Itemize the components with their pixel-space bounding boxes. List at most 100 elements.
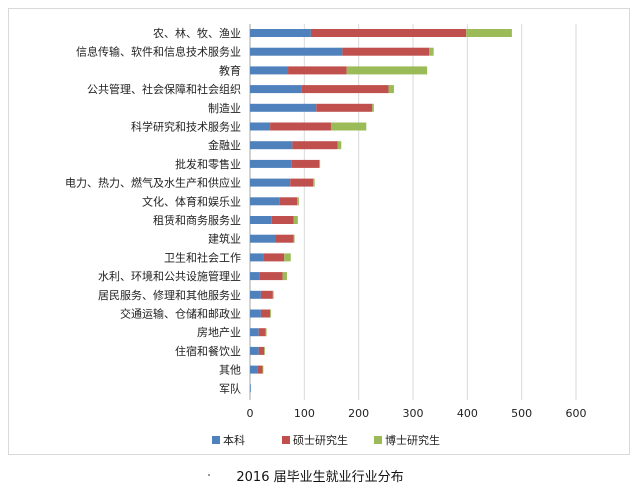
category-label: 文化、体育和娱乐业 — [142, 194, 241, 208]
legend-swatch — [212, 436, 220, 444]
bar-segment-shuoshi — [263, 253, 285, 262]
legend-label: 硕士研究生 — [293, 433, 348, 447]
x-tick-labels: 0 100 200 300 400 500 600 — [247, 407, 587, 420]
bar-segment-shuoshi — [257, 365, 263, 374]
bar-segment-boshi — [265, 328, 267, 337]
bar-segment-benke — [250, 216, 272, 224]
bar-segment-benke — [250, 103, 317, 112]
x-tick-label: 600 — [566, 407, 587, 420]
bar-segment-boshi — [429, 47, 434, 56]
bar-segment-benke — [250, 234, 276, 243]
category-label: 制造业 — [208, 101, 241, 115]
category-label: 科学研究和技术服务业 — [131, 120, 241, 134]
bar-segment-shuoshi — [310, 29, 467, 37]
bar-segment-shuoshi — [270, 122, 331, 131]
category-label: 其他 — [219, 364, 241, 377]
bar-segment-benke — [250, 66, 289, 75]
bar-segment-boshi — [270, 309, 271, 318]
bar-segment-benke — [250, 197, 280, 206]
bar-segment-boshi — [284, 253, 291, 262]
category-label: 金融业 — [208, 138, 241, 152]
figure-caption: 2016 届毕业生就业行业分布 — [236, 470, 404, 485]
category-label: 信息传输、软件和信息技术服务业 — [76, 45, 241, 59]
bar-segment-boshi — [466, 29, 512, 37]
bar-segment-shuoshi — [260, 290, 273, 299]
category-label: 卫生和社会工作 — [164, 250, 241, 264]
x-tick-label: 0 — [247, 407, 254, 420]
category-label: 水利、环境和公共设施管理业 — [98, 269, 241, 283]
category-label: 建筑业 — [208, 232, 241, 246]
grid-lines — [249, 24, 577, 400]
legend: 本科 硕士研究生 博士研究生 — [212, 433, 440, 447]
bar-segment-shuoshi — [275, 234, 294, 243]
bar-segment-benke — [250, 47, 343, 56]
bar-segment-shuoshi — [342, 47, 430, 56]
bar-segment-boshi — [293, 216, 298, 224]
category-label: 居民服务、修理和其他服务业 — [98, 288, 241, 302]
bar-segment-boshi — [372, 103, 374, 112]
bar-segment-shuoshi — [288, 66, 347, 75]
x-tick-label: 500 — [511, 407, 532, 420]
category-label: 交通运输、仓储和邮政业 — [120, 307, 241, 321]
bar-segment-benke — [250, 178, 291, 187]
legend-label: 博士研究生 — [385, 433, 440, 447]
bar-segment-benke — [250, 29, 311, 37]
bar-segment-shuoshi — [291, 159, 320, 168]
x-tick-label: 300 — [403, 407, 424, 420]
bar-segment-shuoshi — [259, 272, 283, 281]
category-label: 农、林、牧、渔业 — [153, 26, 241, 40]
category-label: 教育 — [219, 63, 241, 77]
legend-swatch — [374, 436, 382, 444]
category-label: 房地产业 — [197, 325, 241, 339]
bar-segment-boshi — [293, 234, 295, 243]
category-label: 批发和零售业 — [175, 157, 241, 171]
chart-frame — [8, 8, 630, 455]
bar-segment-benke — [250, 159, 292, 168]
bars — [250, 29, 512, 393]
category-labels: 农、林、牧、渔业信息传输、软件和信息技术服务业教育公共管理、社会保障和社会组织制… — [65, 26, 241, 395]
bar-segment-shuoshi — [316, 103, 373, 112]
bar-segment-boshi — [388, 85, 394, 94]
bar-segment-shuoshi — [258, 346, 265, 355]
stray-dot — [208, 474, 210, 476]
bar-segment-shuoshi — [258, 328, 266, 337]
category-label: 电力、热力、燃气及水生产和供应业 — [65, 176, 241, 190]
bar-segment-boshi — [272, 290, 274, 299]
category-label: 住宿和餐饮业 — [175, 344, 241, 358]
bar-segment-boshi — [313, 178, 315, 187]
bar-segment-boshi — [319, 159, 321, 168]
x-tick-label: 100 — [294, 407, 315, 420]
bar-segment-boshi — [264, 346, 265, 355]
bar-segment-boshi — [330, 122, 367, 131]
legend-swatch — [282, 436, 290, 444]
bar-segment-shuoshi — [260, 309, 271, 318]
bar-segment-benke — [250, 309, 261, 318]
bar-segment-shuoshi — [292, 141, 338, 150]
category-label: 租赁和商务服务业 — [153, 213, 241, 227]
bar-segment-shuoshi — [279, 197, 298, 206]
legend-label: 本科 — [223, 433, 245, 447]
x-tick-label: 200 — [348, 407, 369, 420]
bar-segment-benke — [250, 272, 260, 281]
bar-segment-benke — [250, 85, 302, 94]
bar-segment-benke — [250, 328, 259, 337]
category-label: 军队 — [219, 381, 241, 395]
bar-segment-boshi — [337, 141, 342, 150]
bar-segment-benke — [250, 290, 261, 299]
bar-segment-benke — [250, 253, 264, 262]
bar-segment-benke — [250, 346, 259, 355]
bar-segment-boshi — [297, 197, 299, 206]
bar-segment-boshi — [262, 365, 264, 374]
bar-segment-benke — [250, 122, 271, 131]
bar-segment-shuoshi — [271, 216, 294, 224]
bar-segment-boshi — [282, 272, 287, 281]
bar-segment-benke — [250, 365, 258, 374]
bar-segment-shuoshi — [301, 85, 389, 94]
x-tick-label: 400 — [457, 407, 478, 420]
bar-segment-shuoshi — [290, 178, 314, 187]
bar-segment-benke — [250, 141, 293, 150]
category-label: 公共管理、社会保障和社会组织 — [87, 82, 241, 96]
bar-segment-boshi — [346, 66, 428, 75]
bar-segment-benke — [250, 384, 251, 393]
